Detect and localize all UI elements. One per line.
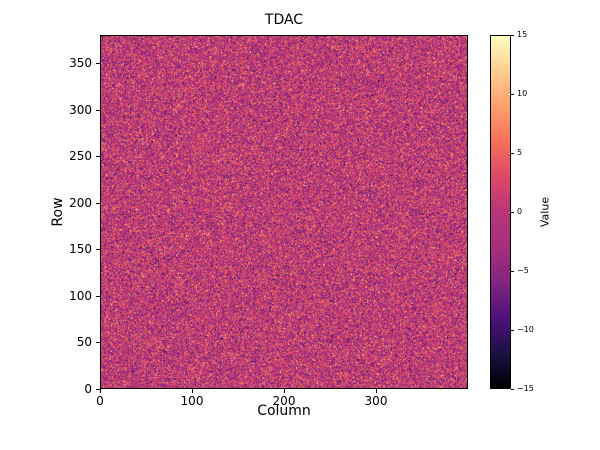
y-tick-label: 0 <box>84 382 92 396</box>
y-tick-mark <box>96 389 100 390</box>
y-tick-label: 150 <box>69 242 92 257</box>
y-tick-mark <box>96 62 100 64</box>
colorbar-tick-label: −5 <box>517 266 529 275</box>
colorbar-tick-mark <box>511 330 514 331</box>
x-tick-label: 200 <box>272 394 296 408</box>
y-tick-mark <box>96 202 100 204</box>
heatmap-canvas <box>101 36 467 388</box>
colorbar-tick-label: 5 <box>517 148 523 157</box>
y-tick-mark <box>96 156 100 158</box>
colorbar <box>490 35 511 389</box>
x-tick-mark <box>192 389 193 393</box>
colorbar-tick-label: −10 <box>517 325 534 334</box>
y-tick-label: 200 <box>69 195 92 210</box>
y-tick-mark <box>96 295 100 297</box>
y-tick-label: 300 <box>69 102 92 117</box>
colorbar-tick-label: 15 <box>517 30 528 39</box>
colorbar-tick-label: 0 <box>517 207 523 216</box>
x-tick-label: 0 <box>96 394 104 408</box>
colorbar-tick-mark <box>511 271 514 272</box>
y-tick-label: 50 <box>76 335 92 350</box>
colorbar-label: Value <box>538 196 552 228</box>
colorbar-tick-mark <box>511 212 514 213</box>
y-tick-mark <box>96 249 100 251</box>
colorbar-tick-mark <box>511 153 514 154</box>
y-tick-mark <box>96 342 100 344</box>
colorbar-tick-label: 10 <box>517 89 528 98</box>
y-tick-label: 100 <box>69 288 92 303</box>
x-tick-mark <box>100 389 101 393</box>
colorbar-tick-label: −15 <box>517 384 534 393</box>
colorbar-tick-mark <box>511 94 514 95</box>
colorbar-canvas <box>491 36 510 388</box>
y-tick-label: 250 <box>69 149 92 164</box>
colorbar-tick-mark <box>511 389 514 390</box>
colorbar-tick-mark <box>511 35 514 36</box>
plot-area <box>100 35 468 389</box>
y-tick-label: 350 <box>69 55 92 70</box>
y-tick-mark <box>96 109 100 111</box>
x-tick-label: 300 <box>364 394 388 408</box>
x-tick-mark <box>284 389 285 393</box>
x-tick-label: 100 <box>180 394 204 408</box>
x-axis-label: Column <box>257 403 311 419</box>
chart-title: TDAC <box>264 12 304 28</box>
x-tick-mark <box>376 389 377 393</box>
